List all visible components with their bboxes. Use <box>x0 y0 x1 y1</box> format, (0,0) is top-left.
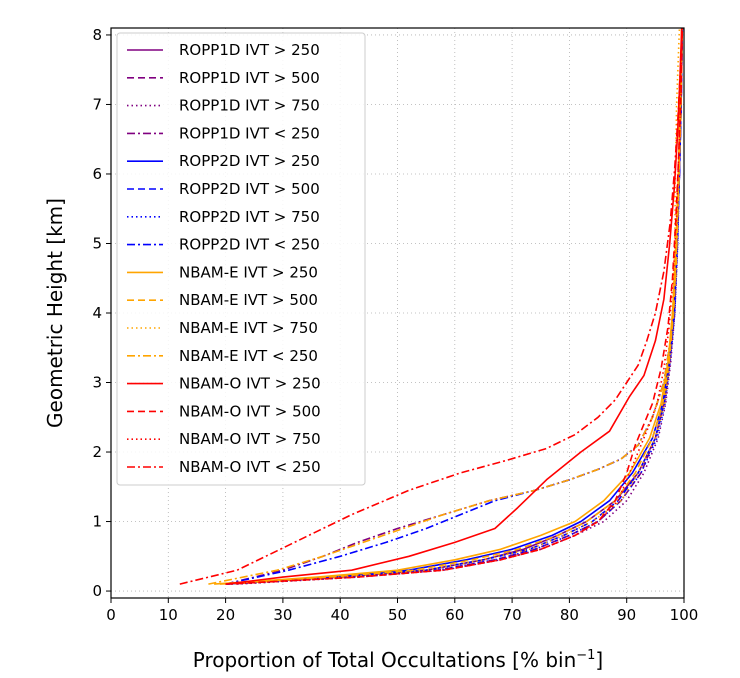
legend-label: NBAM-O IVT > 500 <box>179 402 321 420</box>
y-tick-label: 3 <box>92 374 102 392</box>
x-tick-label: 60 <box>445 606 464 624</box>
x-tick-label: 30 <box>273 606 292 624</box>
y-tick-label: 7 <box>92 95 102 113</box>
y-tick-label: 0 <box>92 582 102 600</box>
legend-label: ROPP2D IVT > 250 <box>179 152 320 170</box>
legend-label: NBAM-O IVT > 750 <box>179 430 321 448</box>
x-tick-label: 70 <box>503 606 522 624</box>
y-tick-label: 2 <box>92 443 102 461</box>
legend-label: ROPP2D IVT > 750 <box>179 208 320 226</box>
y-tick-label: 1 <box>92 513 102 531</box>
x-tick-label: 10 <box>159 606 178 624</box>
legend-label: NBAM-E IVT > 250 <box>179 263 318 281</box>
legend-label: ROPP1D IVT > 500 <box>179 69 320 87</box>
x-tick-label: 50 <box>388 606 407 624</box>
x-axis-label: Proportion of Total Occultations [% bin−… <box>193 648 603 672</box>
series-line-nbam-e-ivt-500 <box>219 28 683 585</box>
legend-label: NBAM-O IVT > 250 <box>179 375 321 393</box>
y-axis-ticks: 0 1 2 3 4 5 6 7 8 <box>92 26 111 600</box>
series-lines <box>179 28 684 585</box>
x-tick-label: 80 <box>560 606 579 624</box>
y-tick-label: 8 <box>92 26 102 44</box>
y-tick-label: 4 <box>92 304 102 322</box>
legend-label: NBAM-E IVT > 500 <box>179 291 318 309</box>
y-tick-label: 6 <box>92 165 102 183</box>
legend-label: ROPP2D IVT < 250 <box>179 236 320 254</box>
y-axis-label: Geometric Height [km] <box>43 198 67 428</box>
x-tick-label: 40 <box>331 606 350 624</box>
y-tick-label: 5 <box>92 234 102 252</box>
legend-label: NBAM-O IVT < 250 <box>179 458 321 476</box>
legend-label: ROPP1D IVT < 250 <box>179 124 320 142</box>
series-line-nbam-e-ivt-750 <box>225 28 681 585</box>
legend-label: ROPP2D IVT > 500 <box>179 180 320 198</box>
series-line-nbam-o-ivt-250 <box>225 28 683 585</box>
series-line-ropp2d-ivt-500 <box>225 28 684 585</box>
x-tick-label: 90 <box>617 606 636 624</box>
x-tick-label: 100 <box>670 606 699 624</box>
series-line-ropp1d-ivt-500 <box>225 28 684 585</box>
legend-box <box>116 32 366 486</box>
x-tick-label: 0 <box>106 606 116 624</box>
series-line-nbam-e-ivt-250 <box>208 28 684 585</box>
x-tick-label: 20 <box>216 606 235 624</box>
series-line-nbam-o-ivt-750 <box>231 28 684 585</box>
legend-label: ROPP1D IVT > 250 <box>179 41 320 59</box>
x-axis-ticks: 0 10 20 30 40 50 60 70 80 90 100 <box>106 598 698 624</box>
legend-label: NBAM-E IVT > 750 <box>179 319 318 337</box>
legend-label: NBAM-E IVT < 250 <box>179 347 318 365</box>
legend: ROPP1D IVT > 250 ROPP1D IVT > 500 ROPP1D I… <box>116 32 366 486</box>
legend-label: ROPP1D IVT > 750 <box>179 97 320 115</box>
